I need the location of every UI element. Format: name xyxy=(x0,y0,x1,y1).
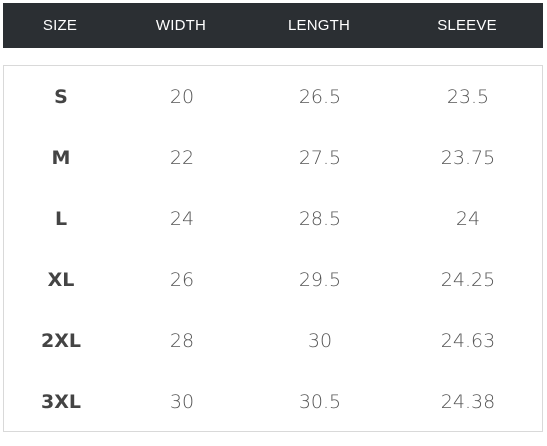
sleeve-cell: 23.5 xyxy=(446,86,490,108)
length-cell: 26.5 xyxy=(298,86,342,108)
table-row: S 20 26.5 23.5 xyxy=(4,81,542,113)
header-sleeve: SLEEVE xyxy=(437,17,497,34)
header-length: LENGTH xyxy=(287,17,351,34)
width-cell: 20 xyxy=(169,86,195,108)
size-chart-table: S 20 26.5 23.5 M 22 27.5 23.75 L 24 28.5… xyxy=(3,65,543,432)
width-cell: 22 xyxy=(169,147,195,169)
header-width: WIDTH xyxy=(155,17,207,34)
size-cell: M xyxy=(51,147,71,169)
sleeve-cell: 24.38 xyxy=(440,391,496,413)
size-cell: 2XL xyxy=(41,330,81,352)
length-cell: 27.5 xyxy=(298,147,342,169)
table-row: L 24 28.5 24 xyxy=(4,203,542,235)
sleeve-cell: 23.75 xyxy=(440,147,496,169)
width-cell: 30 xyxy=(169,391,195,413)
width-cell: 26 xyxy=(169,269,195,291)
size-chart-header: SIZE WIDTH LENGTH SLEEVE xyxy=(3,3,543,48)
size-cell: S xyxy=(54,86,68,108)
sleeve-cell: 24.63 xyxy=(440,330,496,352)
size-cell: XL xyxy=(47,269,75,291)
length-cell: 30.5 xyxy=(298,391,342,413)
table-row: M 22 27.5 23.75 xyxy=(4,142,542,174)
header-size: SIZE xyxy=(42,17,78,34)
table-row: 2XL 28 30 24.63 xyxy=(4,325,542,357)
table-row: XL 26 29.5 24.25 xyxy=(4,264,542,296)
sleeve-cell: 24 xyxy=(455,208,481,230)
sleeve-cell: 24.25 xyxy=(440,269,496,291)
size-cell: 3XL xyxy=(41,391,81,413)
length-cell: 28.5 xyxy=(298,208,342,230)
width-cell: 24 xyxy=(169,208,195,230)
table-row: 3XL 30 30.5 24.38 xyxy=(4,386,542,418)
width-cell: 28 xyxy=(169,330,195,352)
length-cell: 30 xyxy=(307,330,333,352)
size-cell: L xyxy=(54,208,68,230)
length-cell: 29.5 xyxy=(298,269,342,291)
